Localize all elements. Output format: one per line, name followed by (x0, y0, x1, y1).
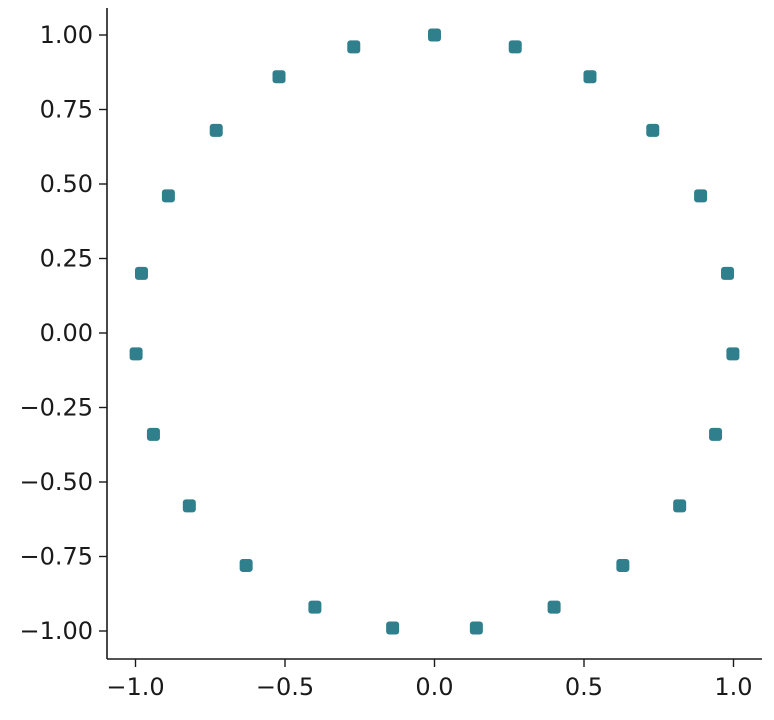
scatter-point (547, 600, 561, 614)
y-tick-label: −0.75 (19, 543, 93, 571)
axes (106, 8, 762, 660)
scatter-point (469, 621, 483, 635)
scatter-point (161, 189, 175, 203)
scatter-point (386, 621, 400, 635)
scatter-point (583, 70, 597, 84)
scatter-point (129, 347, 143, 361)
scatter-point (182, 499, 196, 513)
x-tick-label: −1.0 (106, 673, 164, 701)
scatter-point (146, 427, 160, 441)
y-tick-label: 0.75 (40, 96, 93, 124)
y-tick-label: 0.50 (40, 170, 93, 198)
y-tick-label: 0.00 (40, 319, 93, 347)
scatter-point (646, 123, 660, 137)
x-tick-label: −0.5 (256, 673, 314, 701)
y-tick-label: −0.50 (19, 468, 93, 496)
scatter-point (508, 40, 522, 54)
scatter-point (726, 347, 740, 361)
x-tick-label: 1.0 (714, 673, 752, 701)
tick-marks (99, 34, 735, 667)
scatter-point (694, 189, 708, 203)
scatter-point (428, 28, 441, 42)
data-points (129, 28, 740, 635)
y-tick-label: −1.00 (19, 617, 93, 645)
x-tick-label: 0.5 (565, 673, 603, 701)
scatter-point (709, 427, 723, 441)
scatter-point (673, 499, 687, 513)
scatter-point (239, 558, 253, 572)
y-tick-label: −0.25 (19, 394, 93, 422)
y-tick-label: 0.25 (40, 245, 93, 273)
scatter-point (616, 558, 630, 572)
scatter-point (272, 70, 286, 84)
scatter-point (721, 266, 735, 280)
x-tick-label: 0.0 (415, 673, 453, 701)
scatter-point (209, 123, 223, 137)
scatter-point (347, 40, 361, 54)
tick-labels: 1.000.750.500.250.00−0.25−0.50−0.75−1.00… (19, 21, 752, 701)
y-tick-label: 1.00 (40, 21, 93, 49)
scatter-point (308, 600, 322, 614)
scatter-point (134, 266, 148, 280)
